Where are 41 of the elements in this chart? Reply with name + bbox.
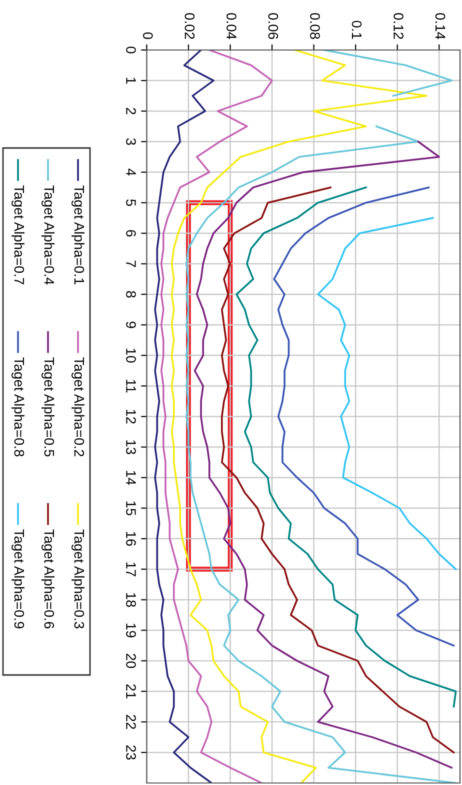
legend-label: Taget Alpha=0.1 bbox=[72, 185, 84, 284]
y-tick-label: 1 bbox=[126, 78, 136, 84]
y-tick-label: 4 bbox=[126, 168, 136, 176]
x-tick-label: 0.02 bbox=[184, 13, 195, 39]
legend-label: Taget Alpha=0.8 bbox=[12, 357, 24, 456]
y-tick-label: 2 bbox=[126, 108, 136, 114]
y-tick-label: 7 bbox=[126, 260, 136, 267]
x-tick-label: 0.08 bbox=[310, 13, 320, 39]
x-tick-label: 0 bbox=[142, 32, 153, 40]
legend-label: Taget Alpha=0.9 bbox=[12, 529, 24, 628]
y-tick-label: 0 bbox=[126, 46, 136, 54]
y-tick-label: 16 bbox=[126, 532, 136, 546]
legend-label: Taget Alpha=0.4 bbox=[42, 185, 54, 285]
y-tick-label: 18 bbox=[126, 593, 136, 607]
y-tick-label: 12 bbox=[126, 410, 136, 424]
y-tick-label: 6 bbox=[126, 230, 136, 236]
x-tick-label: 0.12 bbox=[394, 13, 404, 39]
y-tick-label: 21 bbox=[126, 684, 136, 698]
y-tick-label: 23 bbox=[126, 745, 136, 760]
y-tick-label: 17 bbox=[126, 562, 136, 576]
y-tick-label: 14 bbox=[126, 470, 136, 485]
legend-label: Taget Alpha=0.5 bbox=[42, 357, 54, 456]
y-tick-label: 3 bbox=[126, 138, 136, 145]
y-tick-label: 13 bbox=[126, 440, 136, 454]
legend-label: Taget Alpha=0.7 bbox=[12, 185, 24, 284]
legend-label: Taget Alpha=0.6 bbox=[42, 529, 54, 628]
x-tick-label: 0.04 bbox=[226, 13, 236, 40]
x-tick-label: 0.14 bbox=[435, 13, 446, 40]
y-tick-label: 11 bbox=[126, 380, 136, 392]
legend-label: Taget Alpha=0.3 bbox=[72, 529, 84, 628]
y-tick-label: 10 bbox=[126, 348, 136, 363]
y-tick-label: 19 bbox=[126, 624, 136, 638]
y-tick-label: 9 bbox=[126, 322, 136, 328]
y-tick-label: 20 bbox=[126, 654, 136, 668]
y-tick-label: 8 bbox=[126, 291, 136, 298]
x-tick-label: 0.06 bbox=[268, 13, 278, 39]
y-tick-label: 5 bbox=[126, 199, 136, 206]
y-tick-label: 15 bbox=[126, 501, 136, 516]
x-tick-label: 0.1 bbox=[352, 20, 362, 39]
legend-label: Taget Alpha=0.2 bbox=[72, 357, 84, 456]
y-tick-label: 22 bbox=[126, 714, 136, 729]
